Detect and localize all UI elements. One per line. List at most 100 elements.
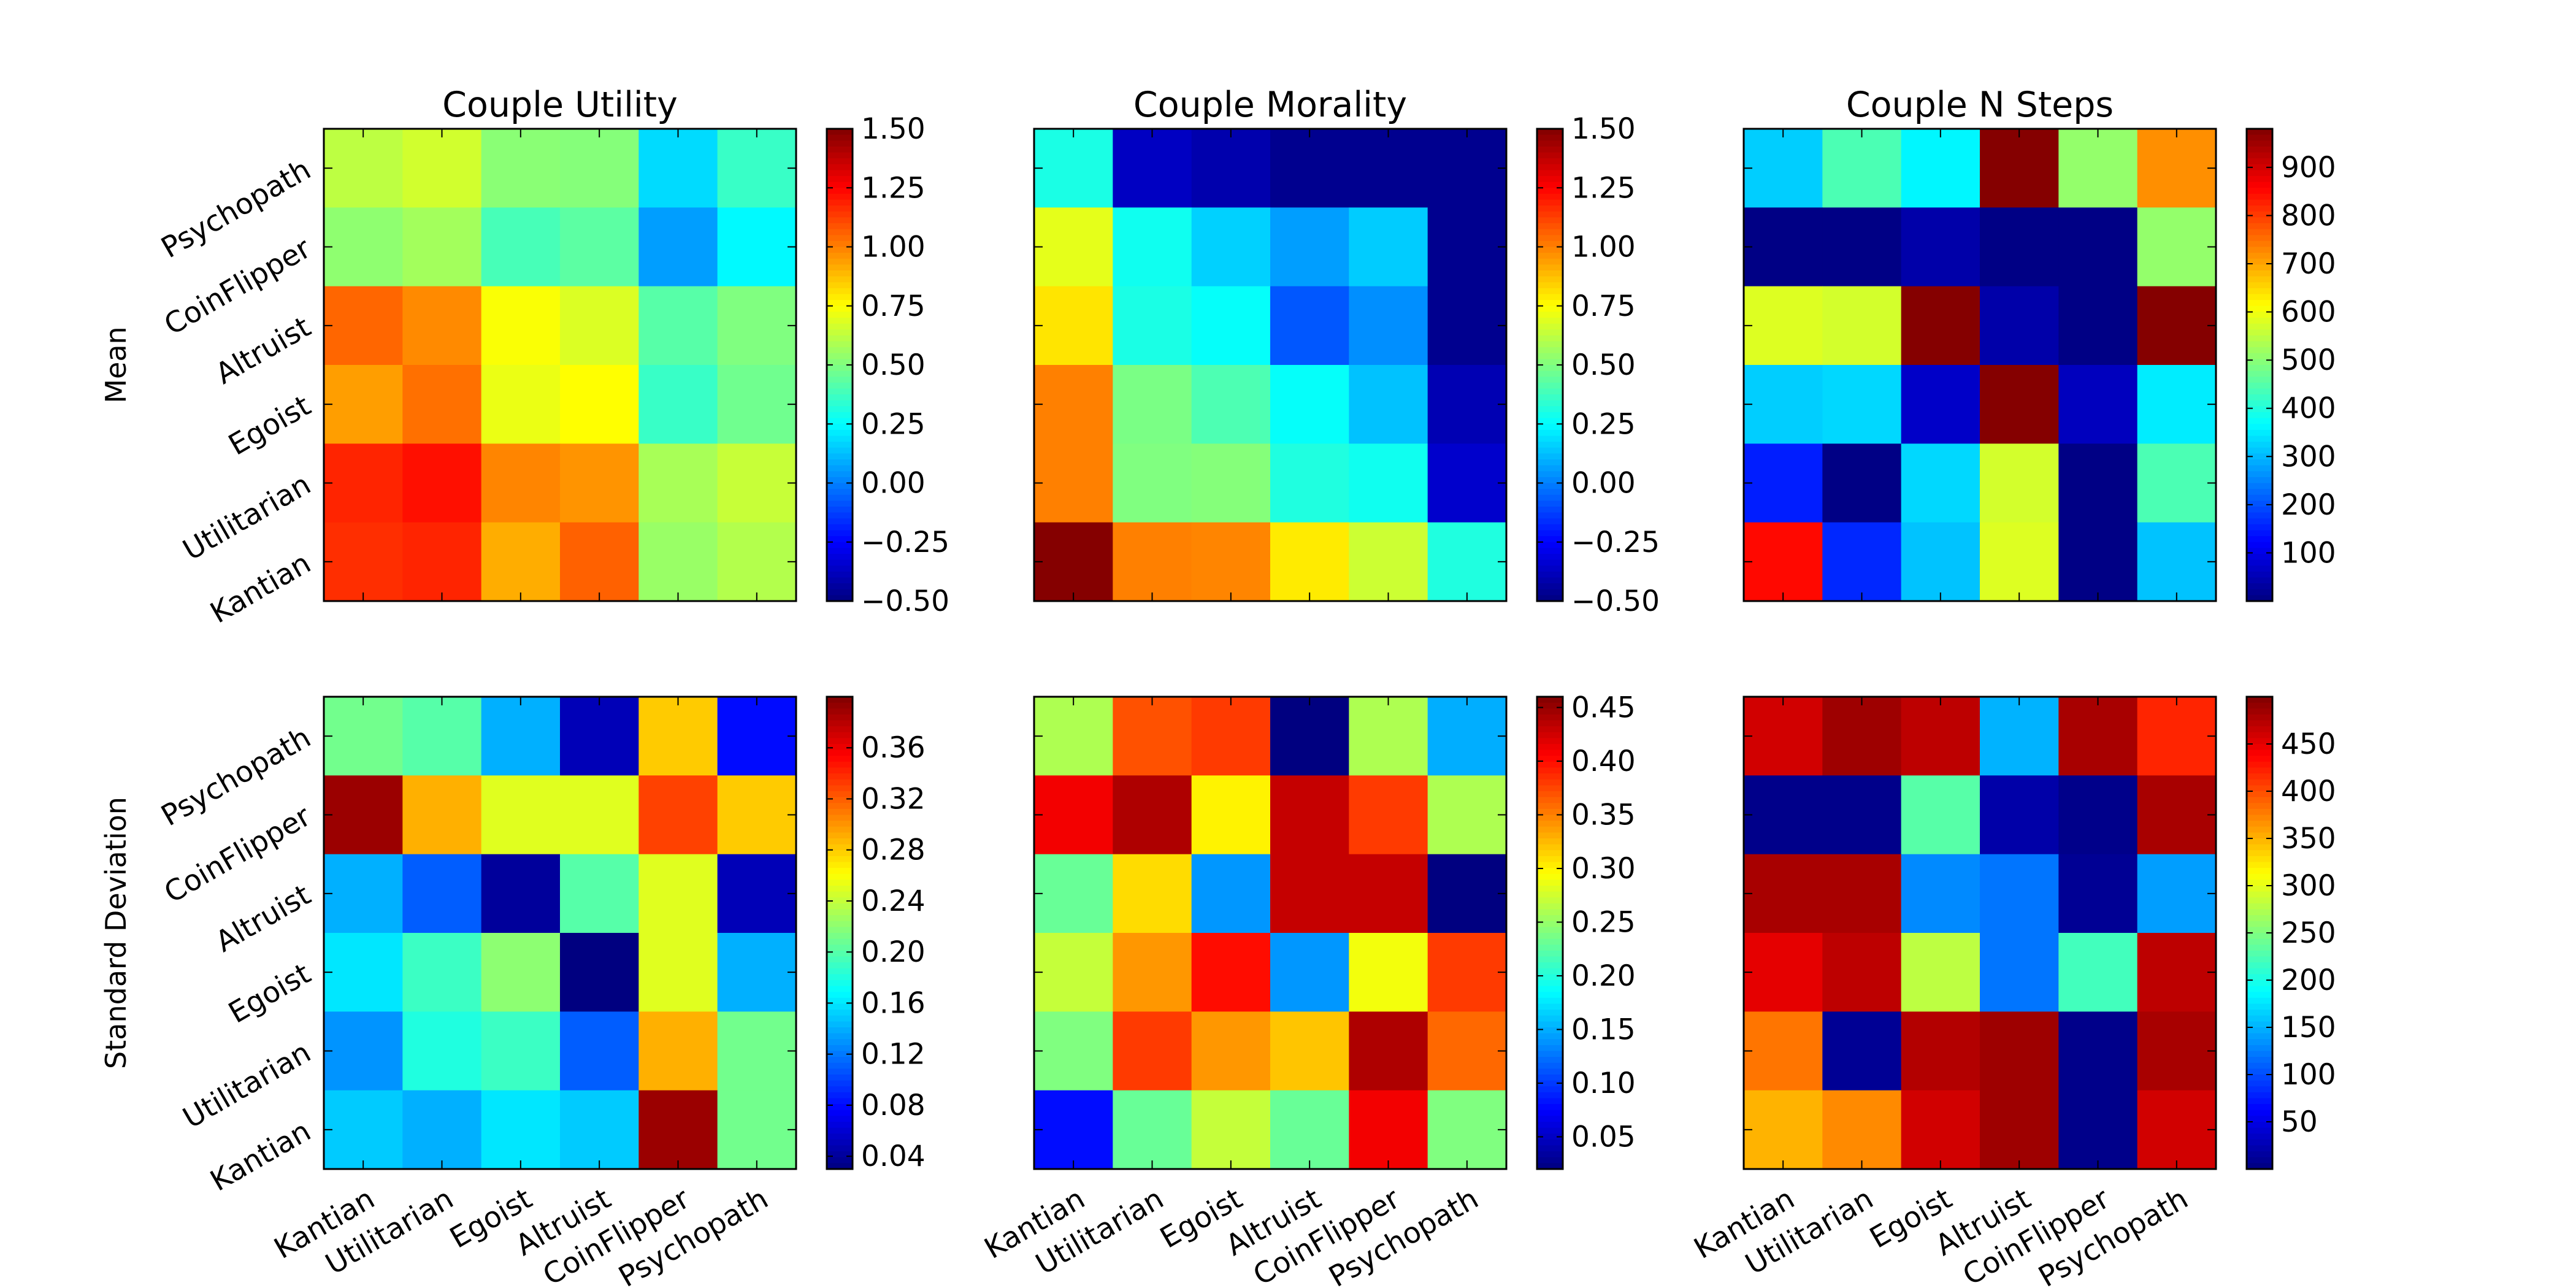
colorbar-step: [827, 873, 853, 881]
colorbar-step: [2247, 571, 2272, 578]
colorbar-step: [2247, 300, 2272, 307]
colorbar-step: [827, 980, 853, 987]
colorbar-step: [827, 300, 853, 307]
colorbar-step: [827, 323, 853, 331]
heatmap-cell: [402, 365, 482, 444]
heatmap-cell: [1744, 365, 1823, 444]
heatmap-cell: [1191, 854, 1271, 933]
heatmap-cell: [560, 854, 639, 933]
colorbar-step: [2247, 193, 2272, 201]
colorbar-step: [827, 400, 853, 407]
colorbar-step: [827, 223, 853, 230]
colorbar-step: [827, 318, 853, 324]
colorbar-tick-label: 200: [2281, 964, 2336, 997]
colorbar-step: [1537, 1098, 1563, 1105]
colorbar-step: [1537, 1033, 1563, 1040]
heatmap-cell: [2137, 129, 2217, 208]
colorbar-step: [827, 749, 853, 757]
colorbar-step: [1537, 235, 1563, 242]
colorbar-step: [827, 341, 853, 348]
heatmap-cell: [481, 207, 561, 287]
heatmap-cell: [1980, 443, 2059, 523]
heatmap-cell: [402, 1090, 482, 1170]
colorbar-step: [1537, 1145, 1563, 1152]
colorbar-step: [1537, 312, 1563, 318]
panel-title: Couple Morality: [1133, 85, 1407, 125]
colorbar-step: [1537, 1015, 1563, 1022]
colorbar-step: [827, 992, 853, 999]
colorbar-step: [2247, 318, 2272, 324]
colorbar-step: [2247, 779, 2272, 786]
colorbar-step: [1537, 394, 1563, 401]
heatmap-cell: [2137, 522, 2217, 602]
colorbar-step: [1537, 761, 1563, 769]
row-label: Mean: [99, 326, 132, 403]
colorbar-step: [2247, 974, 2272, 981]
colorbar-step: [827, 471, 853, 478]
heatmap-cell: [638, 775, 718, 855]
colorbar-step: [1537, 471, 1563, 478]
colorbar-step: [1537, 1110, 1563, 1117]
heatmap-cell: [717, 933, 797, 1012]
colorbar-tick-label: 1.25: [861, 171, 926, 205]
colorbar-tick-label: 0.75: [861, 289, 926, 323]
heatmap-cell: [1191, 365, 1271, 444]
colorbar-step: [2247, 826, 2272, 834]
colorbar-step: [827, 571, 853, 578]
heatmap-cell: [2058, 775, 2138, 855]
colorbar-step: [1537, 554, 1563, 561]
heatmap-cell: [1822, 854, 1902, 933]
colorbar-tick-label: 0.28: [861, 834, 926, 867]
heatmap-cell: [638, 1011, 718, 1091]
colorbar-step: [1537, 826, 1563, 834]
colorbar-tick-label: −0.50: [1571, 585, 1660, 618]
colorbar-tick-label: 250: [2281, 916, 2336, 950]
heatmap-cell: [638, 286, 718, 366]
heatmap-cell: [1901, 443, 1980, 523]
heatmap-cell: [402, 854, 482, 933]
colorbar-step: [1537, 341, 1563, 348]
colorbar-step: [827, 738, 853, 745]
colorbar-step: [827, 288, 853, 295]
heatmap-cell: [1822, 207, 1902, 287]
y-tick-label: Kantian: [205, 1114, 316, 1198]
colorbar-step: [2247, 258, 2272, 266]
colorbar-step: [827, 779, 853, 786]
axes-frame: [323, 696, 797, 1170]
heatmap-cell: [1901, 207, 1980, 287]
heatmap-cell: [1822, 775, 1902, 855]
colorbar-step: [827, 518, 853, 525]
colorbar-step: [2247, 1145, 2272, 1152]
colorbar-step: [1537, 1157, 1563, 1164]
colorbar-step: [827, 500, 853, 507]
heatmap-cell: [560, 365, 639, 444]
colorbar-step: [2247, 938, 2272, 946]
colorbar-step: [827, 447, 853, 454]
colorbar-step: [2247, 1098, 2272, 1105]
colorbar-step: [2247, 821, 2272, 827]
heatmap-cell: [1980, 522, 2059, 602]
heatmap-cell: [324, 775, 403, 855]
colorbar-step: [1537, 377, 1563, 383]
colorbar-tick-label: 400: [2281, 392, 2336, 426]
colorbar-tick-label: 1.25: [1571, 171, 1636, 205]
colorbar-step: [2247, 832, 2272, 839]
colorbar-step: [1537, 1092, 1563, 1099]
colorbar-step: [827, 1157, 853, 1164]
colorbar-step: [1537, 559, 1563, 567]
colorbar-step: [1537, 779, 1563, 786]
axes-frame: [1742, 696, 2217, 1170]
colorbar-step: [827, 129, 853, 136]
colorbar-step: [2247, 382, 2272, 389]
colorbar-tick-label: −0.25: [1571, 526, 1660, 559]
colorbar-step: [1537, 199, 1563, 206]
colorbar-step: [1537, 489, 1563, 496]
y-tick-label: Egoist: [223, 957, 316, 1030]
colorbar-step: [827, 459, 853, 466]
colorbar-step: [2247, 1057, 2272, 1064]
colorbar-tick-label: 0.30: [1571, 852, 1636, 886]
colorbar-step: [827, 808, 853, 816]
heatmap-cell: [2058, 286, 2138, 366]
heatmap-cell: [481, 286, 561, 366]
heatmap-cell: [402, 286, 482, 366]
